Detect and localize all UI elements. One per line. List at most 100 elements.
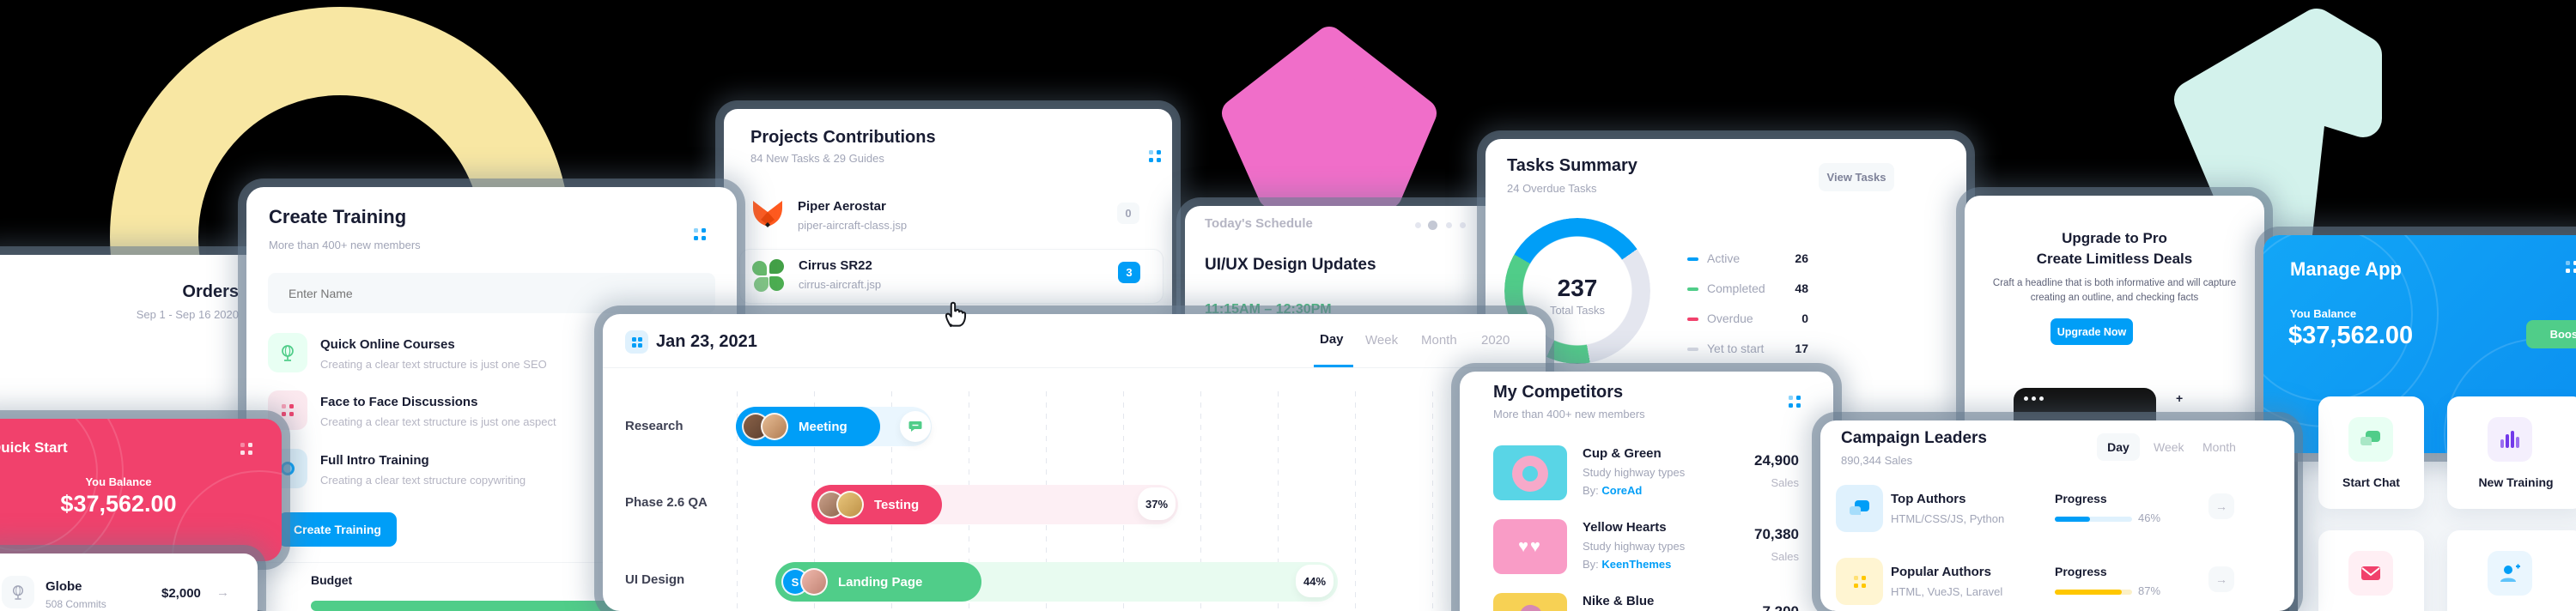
bar-chart-icon bbox=[2488, 417, 2532, 462]
globe-title: Globe bbox=[46, 579, 82, 594]
task-meeting[interactable]: Meeting bbox=[736, 407, 880, 446]
list-item-active[interactable]: Cirrus SR22 cirrus-aircraft.jsp 3 bbox=[739, 249, 1163, 304]
apps-grid-icon[interactable] bbox=[694, 228, 706, 240]
globe-row-card[interactable]: Globe 508 Commits $2,000 → bbox=[0, 554, 258, 611]
project-file: cirrus-aircraft.jsp bbox=[799, 278, 882, 291]
comment-bubble-icon[interactable] bbox=[900, 411, 931, 442]
upgrade-now-button[interactable]: Upgrade Now bbox=[2050, 318, 2133, 345]
orders-subtitle: Sep 1 - Sep 16 2020 bbox=[136, 308, 239, 321]
competitor-value: 7,200 bbox=[1717, 603, 1799, 611]
by-link[interactable]: KeenThemes bbox=[1601, 558, 1672, 571]
legend-value: 48 bbox=[1795, 281, 1808, 295]
projects-title: Projects Contributions bbox=[750, 128, 936, 147]
competitor-value: 70,380 bbox=[1754, 526, 1799, 542]
gantt-header-divider bbox=[603, 367, 1546, 368]
create-training-title: Create Training bbox=[269, 206, 407, 227]
chat-icon bbox=[1836, 485, 1883, 532]
kebab-icon[interactable] bbox=[2566, 261, 2576, 273]
legend-label: Completed bbox=[1707, 281, 1765, 295]
task-label: Landing Page bbox=[838, 574, 923, 590]
tab-month[interactable]: Month bbox=[1421, 333, 1457, 348]
tile-label: Start Chat bbox=[2342, 475, 2400, 489]
competitor-row[interactable]: Cup & Green Study highway types By: Core… bbox=[1460, 444, 1833, 504]
legend-value: 17 bbox=[1795, 342, 1808, 355]
competitor-row[interactable]: ♥♥ Yellow Hearts Study highway types By:… bbox=[1460, 517, 1833, 578]
arrow-right-button[interactable]: → bbox=[2208, 566, 2234, 592]
add-user-tile[interactable] bbox=[2447, 530, 2576, 611]
person-plus-icon bbox=[2488, 551, 2532, 596]
task-testing[interactable]: Testing bbox=[811, 485, 942, 524]
tile-label: New Training bbox=[2478, 475, 2554, 489]
tasks-total-label: Total Tasks bbox=[1549, 304, 1606, 317]
boost-button[interactable]: Boost bbox=[2526, 320, 2576, 348]
schedule-time: 11:15AM – 12:30PM bbox=[1205, 302, 1332, 317]
envelope-icon bbox=[2348, 551, 2393, 596]
mail-tile[interactable] bbox=[2318, 530, 2424, 611]
plus-icon[interactable]: + bbox=[2176, 391, 2184, 405]
arrow-right-icon[interactable]: → bbox=[216, 585, 229, 600]
tab-week[interactable]: Week bbox=[2154, 440, 2184, 454]
tasks-subtitle: 24 Overdue Tasks bbox=[1507, 182, 1597, 195]
legend-dash-active bbox=[1687, 257, 1698, 261]
list-item[interactable]: Piper Aerostar piper-aircraft-class.jsp … bbox=[724, 191, 1172, 244]
chat-icon bbox=[2348, 417, 2393, 462]
campaign-row[interactable]: Popular Authors HTML, VueJS, Laravel Pro… bbox=[1820, 558, 2294, 609]
progress-percent: 87% bbox=[2138, 584, 2161, 597]
task-label: Meeting bbox=[799, 419, 848, 434]
tab-day[interactable]: Day bbox=[1320, 332, 1344, 347]
task-landing-page[interactable]: S Landing Page bbox=[775, 562, 981, 602]
training-item-desc: Creating a clear text structure is just … bbox=[320, 415, 556, 428]
campaign-title: Campaign Leaders bbox=[1841, 429, 1987, 447]
gantt-date: Jan 23, 2021 bbox=[656, 332, 757, 351]
tab-week[interactable]: Week bbox=[1365, 333, 1399, 348]
kebab-icon[interactable] bbox=[240, 443, 252, 455]
tasks-total: 237 bbox=[1557, 275, 1598, 301]
calendar-icon bbox=[625, 330, 648, 354]
project-badge: 3 bbox=[1118, 262, 1140, 283]
progress-bar bbox=[2055, 517, 2132, 522]
avatar bbox=[800, 568, 828, 596]
create-training-button[interactable]: Create Training bbox=[278, 512, 397, 547]
arrow-right-button[interactable]: → bbox=[2208, 493, 2234, 519]
apps-grid-icon[interactable] bbox=[1149, 150, 1161, 162]
by-label: By: bbox=[1583, 558, 1599, 571]
project-name: Piper Aerostar bbox=[798, 199, 886, 214]
globe-subtitle: 508 Commits bbox=[46, 598, 106, 610]
tab-2020[interactable]: 2020 bbox=[1481, 333, 1510, 348]
avatar bbox=[761, 413, 788, 440]
start-chat-tile[interactable]: Start Chat bbox=[2318, 396, 2424, 509]
legend-dash-overdue bbox=[1687, 318, 1698, 321]
new-training-tile[interactable]: New Training bbox=[2447, 396, 2576, 509]
budget-label: Budget bbox=[311, 573, 353, 587]
list-item[interactable]: Quick Online Courses Creating a clear te… bbox=[246, 331, 737, 383]
project-file: piper-aircraft-class.jsp bbox=[798, 219, 908, 232]
progress-percent: 46% bbox=[2138, 511, 2161, 524]
legend-value: 0 bbox=[1801, 312, 1808, 325]
competitor-row[interactable]: Nike & Blue Study highway types 7,200 bbox=[1460, 591, 1833, 611]
projects-subtitle: 84 New Tasks & 29 Guides bbox=[750, 152, 884, 165]
name-input[interactable] bbox=[268, 273, 715, 313]
legend-dash-yet-to-start bbox=[1687, 348, 1698, 351]
budget-section-divider bbox=[246, 562, 737, 563]
projects-contributions-card: Projects Contributions 84 New Tasks & 29… bbox=[724, 109, 1172, 331]
tab-day[interactable]: Day bbox=[2097, 433, 2140, 461]
globe-stand-icon bbox=[268, 333, 307, 372]
quick-start-balance-label: You Balance bbox=[85, 475, 152, 488]
campaign-row-title: Top Authors bbox=[1891, 492, 1966, 506]
training-item-title: Face to Face Discussions bbox=[320, 395, 478, 409]
competitors-subtitle: More than 400+ new members bbox=[1493, 408, 1645, 420]
competitor-name: Nike & Blue bbox=[1583, 594, 1655, 608]
schedule-title: Today's Schedule bbox=[1205, 216, 1313, 231]
campaign-row[interactable]: Top Authors HTML/CSS/JS, Python Progress… bbox=[1820, 485, 2294, 536]
carousel-dots[interactable] bbox=[1415, 220, 1475, 230]
training-item-desc: Creating a clear text structure is just … bbox=[320, 358, 547, 371]
apps-grid-icon[interactable] bbox=[1789, 396, 1801, 408]
by-link[interactable]: CoreAd bbox=[1601, 484, 1643, 497]
gantt-row-label: Research bbox=[625, 419, 683, 433]
view-tasks-button[interactable]: View Tasks bbox=[1819, 163, 1894, 191]
campaign-row-desc: HTML/CSS/JS, Python bbox=[1891, 512, 2005, 525]
tab-month[interactable]: Month bbox=[2202, 440, 2236, 454]
legend-dash-completed bbox=[1687, 287, 1698, 291]
upgrade-body-1: Craft a headline that is both informativ… bbox=[1992, 278, 2237, 288]
